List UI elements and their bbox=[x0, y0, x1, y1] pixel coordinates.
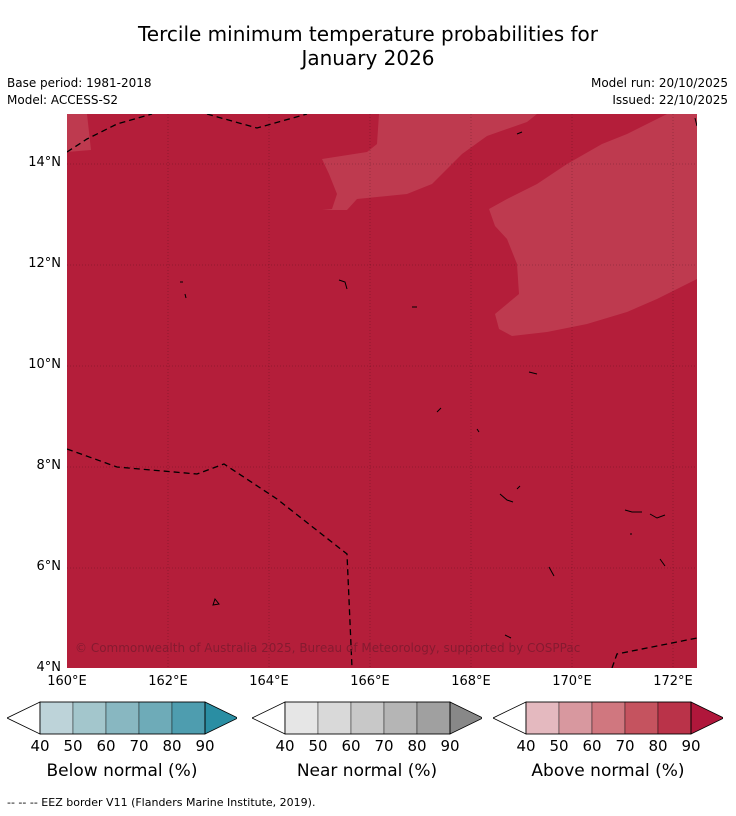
colorbar-tick-label: 80 bbox=[648, 737, 667, 755]
eez-footnote: -- -- -- EEZ border V11 (Flanders Marine… bbox=[7, 796, 316, 809]
colorbar-min-arrow bbox=[492, 701, 527, 735]
chart-title: Tercile minimum temperature probabilitie… bbox=[0, 22, 736, 70]
colorbar-segment bbox=[72, 701, 107, 735]
lat-label: 12°N bbox=[28, 256, 61, 271]
colorbar-title: Below normal (%) bbox=[46, 761, 198, 781]
colorbar-tick-label: 90 bbox=[440, 737, 459, 755]
probability-field-80-corner bbox=[67, 114, 91, 152]
colorbar-segment bbox=[284, 701, 319, 735]
lon-label: 160°E bbox=[47, 674, 87, 689]
colorbar-svg: 40 50 60 70 80 90 bbox=[6, 701, 239, 755]
colorbar-segment bbox=[657, 701, 692, 735]
colorbar-title: Above normal (%) bbox=[531, 761, 685, 781]
colorbar-tick-label: 80 bbox=[162, 737, 181, 755]
copyright-notice: © Commonwealth of Australia 2025, Bureau… bbox=[75, 641, 581, 655]
colorbar-tick-label: 70 bbox=[615, 737, 634, 755]
colorbar-tick-label: 70 bbox=[374, 737, 393, 755]
colorbar-max-arrow bbox=[690, 701, 725, 735]
colorbar-1: 40 50 60 70 80 90 Below normal (%) bbox=[6, 700, 239, 790]
lat-label: 4°N bbox=[36, 660, 62, 675]
colorbar-tick-label: 70 bbox=[129, 737, 148, 755]
title-line-2: January 2026 bbox=[301, 46, 435, 70]
colorbar-tick-label: 50 bbox=[308, 737, 327, 755]
colorbar-segment bbox=[591, 701, 626, 735]
colorbar-tick-label: 50 bbox=[549, 737, 568, 755]
colorbar-segment bbox=[105, 701, 140, 735]
colorbar-segment bbox=[624, 701, 659, 735]
colorbar-segment bbox=[350, 701, 385, 735]
colorbar-tick-label: 40 bbox=[30, 737, 49, 755]
colorbar-outline bbox=[39, 701, 206, 735]
colorbar-tick-label: 40 bbox=[275, 737, 294, 755]
colorbar-tick-label: 90 bbox=[195, 737, 214, 755]
meta-left: Base period: 1981-2018 Model: ACCESS-S2 bbox=[7, 75, 152, 109]
colorbar-segment bbox=[525, 701, 560, 735]
colorbar-segment bbox=[317, 701, 352, 735]
colorbar-min-arrow bbox=[251, 701, 286, 735]
issued-date: Issued: 22/10/2025 bbox=[612, 93, 728, 107]
colorbar-tick-label: 80 bbox=[407, 737, 426, 755]
eez-border bbox=[66, 113, 698, 669]
colorbar-2: 40 50 60 70 80 90 Near normal (%) bbox=[251, 700, 484, 790]
lon-label: 166°E bbox=[350, 674, 390, 689]
lon-label: 164°E bbox=[249, 674, 289, 689]
lon-label: 162°E bbox=[148, 674, 188, 689]
colorbar-segment bbox=[416, 701, 451, 735]
colorbar-3: 40 50 60 70 80 90 Above normal (%) bbox=[492, 700, 725, 790]
colorbar-svg: 40 50 60 70 80 90 bbox=[492, 701, 725, 755]
colorbar-segment bbox=[558, 701, 593, 735]
islands bbox=[180, 117, 698, 639]
gridlines bbox=[67, 114, 697, 668]
map-panel[interactable] bbox=[66, 113, 698, 669]
colorbar-segment bbox=[39, 701, 74, 735]
lat-label: 8°N bbox=[36, 458, 62, 473]
colorbar-outline bbox=[284, 701, 451, 735]
colorbar-tick-label: 60 bbox=[582, 737, 601, 755]
lon-label: 172°E bbox=[653, 674, 693, 689]
probability-field-80-north bbox=[87, 114, 537, 210]
lon-label: 168°E bbox=[451, 674, 491, 689]
colorbar-tick-label: 40 bbox=[516, 737, 535, 755]
meta-right: Model run: 20/10/2025 Issued: 22/10/2025 bbox=[591, 75, 728, 109]
colorbar-segment bbox=[171, 701, 206, 735]
colorbar-tick-label: 60 bbox=[96, 737, 115, 755]
colorbar-tick-label: 90 bbox=[681, 737, 700, 755]
probability-field-80-east bbox=[489, 114, 697, 336]
colorbar-tick-label: 60 bbox=[341, 737, 360, 755]
colorbar-title: Near normal (%) bbox=[296, 761, 438, 781]
base-period: Base period: 1981-2018 bbox=[7, 76, 152, 90]
colorbar-outline bbox=[525, 701, 692, 735]
colorbar-segment bbox=[138, 701, 173, 735]
colorbar-max-arrow bbox=[204, 701, 239, 735]
lat-label: 10°N bbox=[28, 357, 61, 372]
title-line-1: Tercile minimum temperature probabilitie… bbox=[137, 22, 599, 46]
model-name: Model: ACCESS-S2 bbox=[7, 93, 119, 107]
colorbar-segment bbox=[383, 701, 418, 735]
model-run: Model run: 20/10/2025 bbox=[590, 76, 728, 90]
lat-label: 14°N bbox=[28, 155, 61, 170]
lat-label: 6°N bbox=[36, 559, 62, 574]
colorbar-svg: 40 50 60 70 80 90 bbox=[251, 701, 484, 755]
map-svg bbox=[66, 113, 698, 669]
colorbar-min-arrow bbox=[6, 701, 41, 735]
lon-label: 170°E bbox=[552, 674, 592, 689]
colorbar-tick-label: 50 bbox=[63, 737, 82, 755]
colorbar-max-arrow bbox=[449, 701, 484, 735]
